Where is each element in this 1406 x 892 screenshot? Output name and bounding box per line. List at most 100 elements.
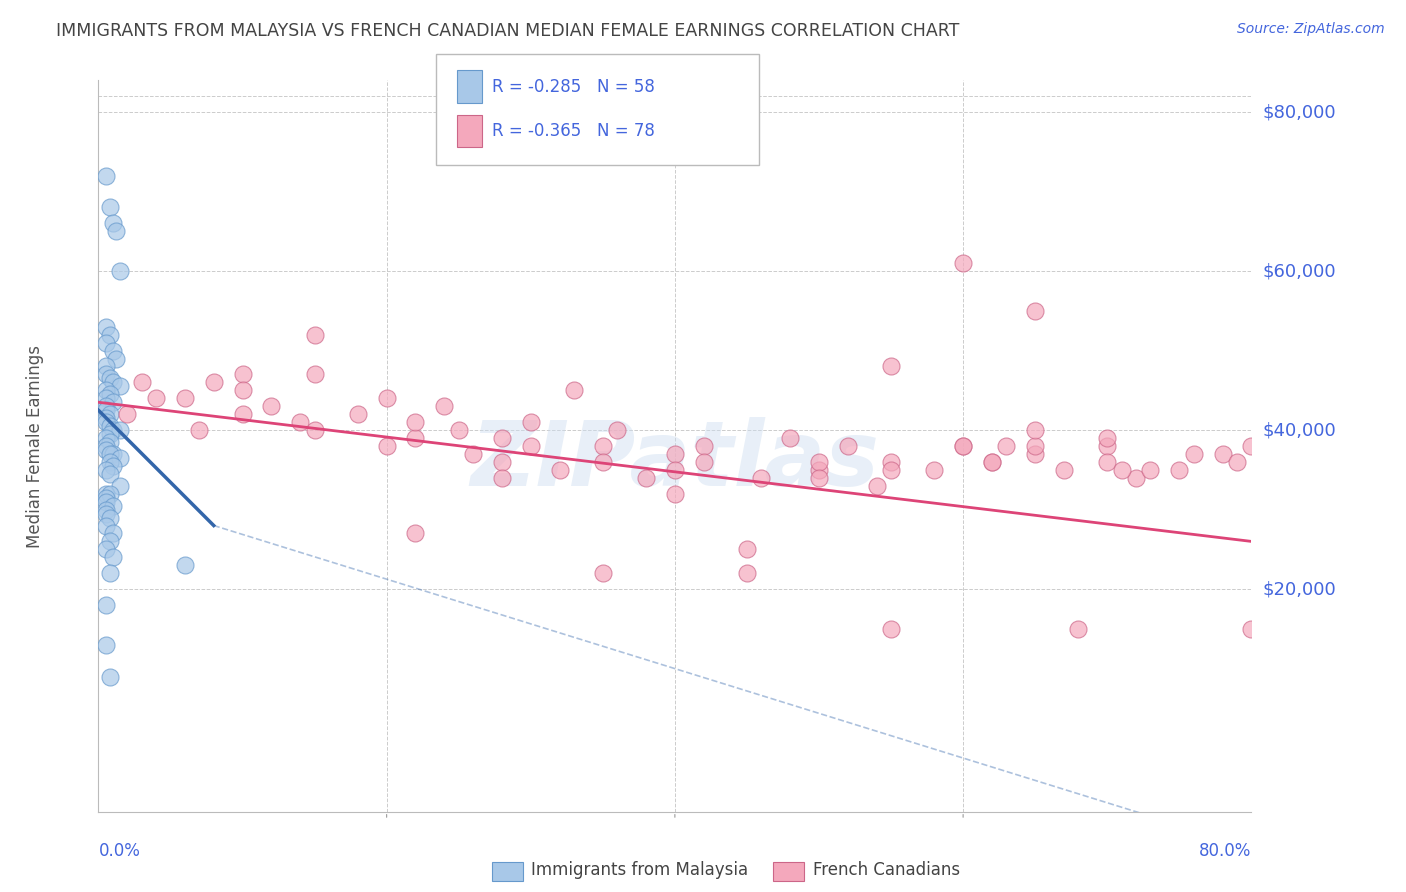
Point xyxy=(104,351,127,366)
Point xyxy=(101,343,124,358)
Point xyxy=(98,566,121,581)
Point xyxy=(94,384,117,398)
Point xyxy=(735,566,758,581)
Point xyxy=(865,479,889,493)
Point xyxy=(1182,447,1205,461)
Point xyxy=(304,368,326,382)
Point xyxy=(952,256,974,270)
Point xyxy=(145,392,167,406)
Point xyxy=(98,455,121,469)
Point xyxy=(108,423,131,437)
Point xyxy=(131,376,153,390)
Text: Source: ZipAtlas.com: Source: ZipAtlas.com xyxy=(1237,22,1385,37)
Point xyxy=(94,403,117,417)
Point xyxy=(94,411,117,425)
Point xyxy=(101,550,124,565)
Text: $60,000: $60,000 xyxy=(1263,262,1336,280)
Point xyxy=(1024,423,1046,437)
Point xyxy=(405,526,427,541)
Point xyxy=(1067,622,1090,636)
Point xyxy=(101,447,124,461)
Text: ZIPatlas: ZIPatlas xyxy=(471,417,879,505)
Point xyxy=(231,407,254,421)
Point xyxy=(98,510,121,524)
Point xyxy=(1024,439,1046,453)
Point xyxy=(433,399,456,413)
Point xyxy=(664,447,686,461)
Point xyxy=(1024,303,1046,318)
Text: IMMIGRANTS FROM MALAYSIA VS FRENCH CANADIAN MEDIAN FEMALE EARNINGS CORRELATION C: IMMIGRANTS FROM MALAYSIA VS FRENCH CANAD… xyxy=(56,22,960,40)
Point xyxy=(94,638,117,652)
Point xyxy=(174,558,197,573)
Point xyxy=(202,376,225,390)
Point xyxy=(880,359,903,374)
Point xyxy=(1024,447,1046,461)
Point xyxy=(693,455,716,469)
Point xyxy=(519,415,541,429)
Point xyxy=(995,439,1018,453)
Point xyxy=(779,431,801,445)
Point xyxy=(491,455,513,469)
Point xyxy=(94,598,117,612)
Point xyxy=(94,415,117,429)
Point xyxy=(94,507,117,521)
Point xyxy=(98,486,121,500)
Point xyxy=(1097,455,1119,469)
Point xyxy=(94,518,117,533)
Point xyxy=(1111,463,1133,477)
Point xyxy=(94,359,117,374)
Point xyxy=(1226,455,1249,469)
Point xyxy=(174,392,197,406)
Point xyxy=(375,392,398,406)
Text: $20,000: $20,000 xyxy=(1263,580,1336,599)
Point xyxy=(98,534,121,549)
Point xyxy=(1139,463,1161,477)
Point xyxy=(188,423,211,437)
Point xyxy=(94,494,117,508)
Point xyxy=(592,566,614,581)
Text: R = -0.285   N = 58: R = -0.285 N = 58 xyxy=(492,78,655,95)
Point xyxy=(880,463,903,477)
Point xyxy=(98,201,121,215)
Point xyxy=(101,499,124,513)
Point xyxy=(101,216,124,230)
Point xyxy=(231,368,254,382)
Point xyxy=(98,407,121,421)
Text: 80.0%: 80.0% xyxy=(1199,842,1251,860)
Point xyxy=(94,491,117,505)
Point xyxy=(231,384,254,398)
Point xyxy=(108,379,131,393)
Point xyxy=(94,392,117,406)
Point xyxy=(491,471,513,485)
Point xyxy=(101,423,124,437)
Point xyxy=(94,439,117,453)
Point xyxy=(94,502,117,516)
Point xyxy=(636,471,658,485)
Point xyxy=(101,395,124,409)
Point xyxy=(108,479,131,493)
Point xyxy=(562,384,585,398)
Point xyxy=(98,327,121,342)
Point xyxy=(94,486,117,500)
Text: Immigrants from Malaysia: Immigrants from Malaysia xyxy=(531,861,748,879)
Point xyxy=(260,399,283,413)
Point xyxy=(592,455,614,469)
Point xyxy=(751,471,773,485)
Point xyxy=(98,447,121,461)
Point xyxy=(94,399,117,413)
Point xyxy=(94,169,117,183)
Point xyxy=(491,431,513,445)
Point xyxy=(405,431,427,445)
Point xyxy=(592,439,614,453)
Point xyxy=(346,407,368,421)
Text: $40,000: $40,000 xyxy=(1263,421,1336,439)
Point xyxy=(101,376,124,390)
Point xyxy=(519,439,541,453)
Point xyxy=(98,467,121,481)
Point xyxy=(94,368,117,382)
Point xyxy=(880,455,903,469)
Point xyxy=(735,542,758,557)
Point xyxy=(807,471,830,485)
Point xyxy=(98,419,121,434)
Point xyxy=(1240,439,1263,453)
